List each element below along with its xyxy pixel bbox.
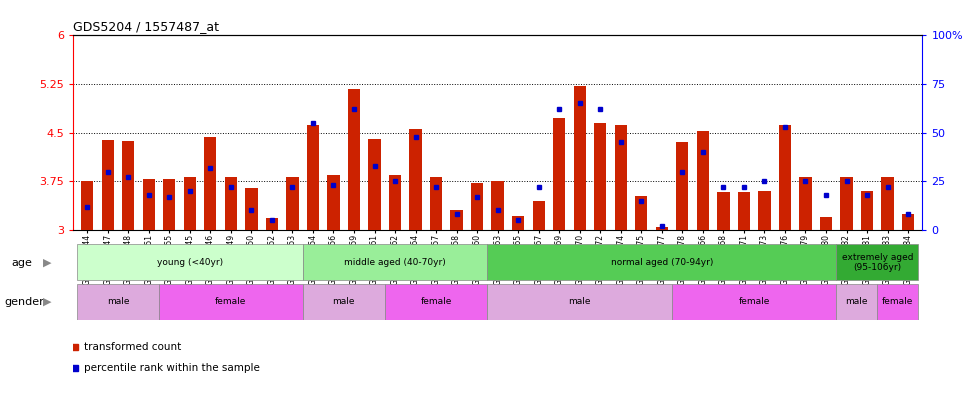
Bar [451, 211, 463, 230]
Text: ▶: ▶ [43, 297, 51, 307]
Text: female: female [882, 297, 914, 306]
Text: GDS5204 / 1557487_at: GDS5204 / 1557487_at [73, 20, 218, 33]
Bar [615, 125, 627, 230]
Bar [487, 244, 836, 280]
Text: young (<40yr): young (<40yr) [156, 258, 223, 267]
Text: normal aged (70-94yr): normal aged (70-94yr) [611, 258, 713, 267]
Text: transformed count: transformed count [84, 342, 181, 352]
Bar [553, 118, 565, 230]
Bar [303, 244, 487, 280]
Bar [738, 192, 750, 230]
Bar [655, 227, 668, 230]
Bar [635, 196, 648, 230]
Bar [224, 177, 237, 230]
Bar [159, 284, 303, 320]
Text: male: male [846, 297, 868, 306]
Bar [718, 192, 729, 230]
Bar [836, 244, 919, 280]
Bar [878, 284, 919, 320]
Bar [286, 177, 298, 230]
Bar [836, 284, 878, 320]
Bar [122, 141, 134, 230]
Bar [77, 284, 159, 320]
Bar [307, 125, 319, 230]
Bar [163, 179, 176, 230]
Bar [368, 139, 381, 230]
Bar [882, 177, 893, 230]
Bar [820, 217, 832, 230]
Bar [487, 284, 672, 320]
Bar [491, 181, 504, 230]
Bar [77, 244, 303, 280]
Text: female: female [216, 297, 247, 306]
Bar [143, 179, 155, 230]
Text: female: female [739, 297, 770, 306]
Bar [327, 175, 340, 230]
Bar [385, 284, 487, 320]
Bar [102, 140, 114, 230]
Bar [184, 177, 196, 230]
Bar [779, 125, 791, 230]
Bar [799, 177, 812, 230]
Bar [471, 183, 484, 230]
Bar [410, 129, 421, 230]
Bar [348, 88, 360, 230]
Bar [512, 216, 524, 230]
Bar [430, 177, 442, 230]
Text: extremely aged
(95-106yr): extremely aged (95-106yr) [842, 253, 913, 272]
Text: age: age [12, 257, 32, 268]
Text: male: male [107, 297, 129, 306]
Bar [204, 137, 217, 230]
Text: middle aged (40-70yr): middle aged (40-70yr) [344, 258, 446, 267]
Bar [902, 214, 915, 230]
Bar [574, 86, 586, 230]
Bar [758, 191, 771, 230]
Text: gender: gender [5, 297, 45, 307]
Bar [594, 123, 607, 230]
Bar [266, 218, 278, 230]
Bar [861, 191, 873, 230]
Text: female: female [420, 297, 452, 306]
Text: male: male [332, 297, 355, 306]
Text: male: male [568, 297, 591, 306]
Bar [532, 201, 545, 230]
Text: ▶: ▶ [43, 257, 51, 268]
Bar [81, 181, 93, 230]
Text: percentile rank within the sample: percentile rank within the sample [84, 363, 259, 373]
Bar [246, 188, 257, 230]
Bar [840, 177, 853, 230]
Bar [672, 284, 836, 320]
Bar [388, 175, 401, 230]
Bar [697, 131, 709, 230]
Bar [676, 142, 688, 230]
Bar [303, 284, 385, 320]
